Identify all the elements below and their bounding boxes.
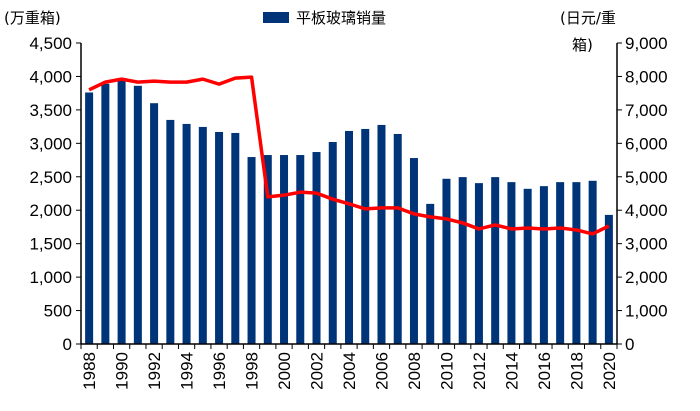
bar-2019	[588, 180, 597, 344]
legend-swatch	[263, 12, 289, 23]
bar-2012	[474, 183, 483, 344]
left-tick-label: 0	[63, 335, 72, 354]
right-tick-label: 4,000	[625, 201, 668, 220]
x-tick-label: 2012	[470, 352, 489, 390]
left-tick-label: 2,500	[29, 168, 72, 187]
right-tick-label: 3,000	[625, 235, 668, 254]
bar-1999	[263, 155, 272, 344]
left-tick-label: 4,500	[29, 34, 72, 53]
right-tick-label: 9,000	[625, 34, 668, 53]
right-tick-label: 5,000	[625, 168, 668, 187]
bar-2011	[458, 177, 467, 344]
bar-2008	[409, 158, 418, 344]
left-tick-label: 1,000	[29, 268, 72, 287]
bar-1988	[85, 92, 94, 345]
bar-2017	[556, 182, 565, 344]
x-tick-label: 2002	[308, 352, 327, 390]
bar-2007	[393, 133, 402, 344]
x-tick-label: 1994	[178, 352, 197, 390]
x-tick-label: 2000	[275, 352, 294, 390]
right-tick-label: 6,000	[625, 134, 668, 153]
bar-1997	[231, 132, 240, 344]
left-tick-label: 3,500	[29, 101, 72, 120]
bar-2002	[312, 152, 321, 344]
bar-2003	[328, 141, 337, 344]
bar-2005	[361, 128, 370, 344]
x-tick-label: 2010	[437, 352, 456, 390]
x-tick-label: 1996	[210, 352, 229, 390]
x-tick-label: 2008	[405, 352, 424, 390]
bar-1996	[215, 131, 224, 344]
x-tick-label: 2004	[340, 352, 359, 390]
bar-2010	[442, 178, 451, 344]
right-tick-label: 1,000	[625, 302, 668, 321]
right-axis-title-line1: (日元/重	[560, 9, 616, 27]
x-tick-label: 2014	[502, 352, 521, 390]
bar-2015	[523, 188, 532, 344]
bar-2009	[426, 203, 435, 344]
left-tick-label: 3,000	[29, 134, 72, 153]
bar-2001	[296, 155, 305, 344]
x-tick-label: 2020	[600, 352, 619, 390]
left-tick-label: 1,500	[29, 235, 72, 254]
right-axis-title-line2: 箱)	[572, 36, 593, 54]
bar-2000	[280, 155, 289, 344]
bar-1991	[133, 85, 142, 344]
right-tick-label: 2,000	[625, 268, 668, 287]
x-tick-label: 1992	[145, 352, 164, 390]
right-tick-label: 0	[625, 335, 634, 354]
x-tick-label: 1990	[113, 352, 132, 390]
bar-2016	[539, 186, 548, 344]
legend-label: 平板玻璃销量	[296, 9, 386, 27]
x-tick-label: 2006	[372, 352, 391, 390]
bar-2014	[507, 182, 516, 344]
bar-1992	[150, 103, 159, 344]
left-tick-label: 500	[44, 302, 72, 321]
left-axis-title: (万重箱)	[4, 9, 61, 27]
bar-2006	[377, 124, 386, 344]
x-tick-label: 1988	[80, 352, 99, 390]
bar-2018	[572, 182, 581, 344]
x-tick-label: 2018	[567, 352, 586, 390]
right-tick-label: 8,000	[625, 67, 668, 86]
bar-1990	[117, 79, 126, 345]
bar-1993	[166, 119, 175, 344]
left-tick-label: 2,000	[29, 201, 72, 220]
bar-1995	[198, 126, 207, 344]
right-tick-label: 7,000	[625, 101, 668, 120]
x-tick-label: 1998	[243, 352, 262, 390]
x-tick-label: 2016	[535, 352, 554, 390]
bar-1994	[182, 123, 191, 345]
bar-2004	[345, 130, 353, 344]
bar-1998	[247, 157, 256, 344]
left-tick-label: 4,000	[29, 67, 72, 86]
bar-2020	[604, 214, 613, 344]
bar-2013	[491, 177, 500, 344]
bar-1989	[101, 83, 110, 345]
